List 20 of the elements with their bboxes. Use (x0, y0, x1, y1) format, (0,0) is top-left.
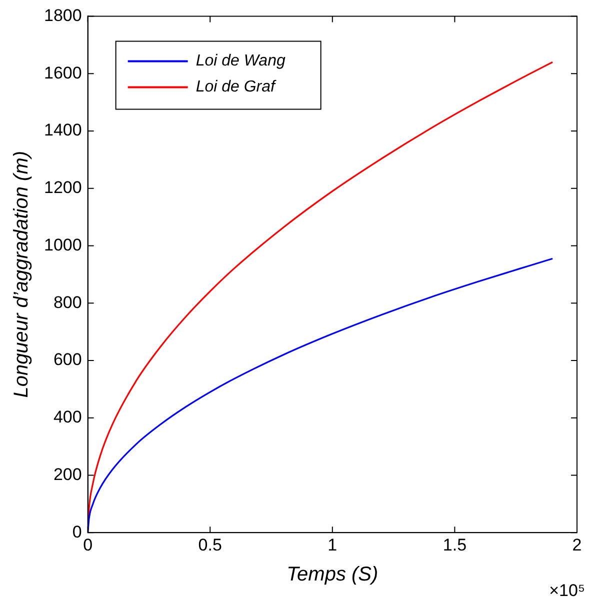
x-tick-label: 1.5 (442, 535, 467, 554)
x-tick-label: 0.5 (198, 535, 222, 554)
legend-label: Loi de Graf (196, 78, 277, 96)
y-tick-label: 1200 (44, 178, 82, 198)
x-axis-title: Temps (S) (286, 564, 378, 586)
y-tick-label: 1800 (44, 6, 82, 25)
y-tick-label: 600 (53, 350, 82, 370)
y-tick-label: 0 (72, 522, 82, 542)
y-tick-label: 800 (53, 292, 82, 312)
x-tick-label: 2 (572, 535, 582, 554)
y-tick-label: 200 (53, 464, 82, 484)
line-series (88, 258, 554, 533)
y-tick-label: 400 (53, 408, 82, 427)
legend-label: Loi de Wang (196, 52, 286, 70)
text: ×10⁵ (549, 580, 585, 599)
x-tick-label: 1 (328, 535, 338, 554)
y-tick-label: 1400 (44, 120, 82, 140)
y-axis-title: Longueur d’aggradation (m) (10, 150, 33, 398)
y-tick-label: 1000 (44, 235, 82, 254)
y-tick-label: 1600 (44, 63, 82, 82)
